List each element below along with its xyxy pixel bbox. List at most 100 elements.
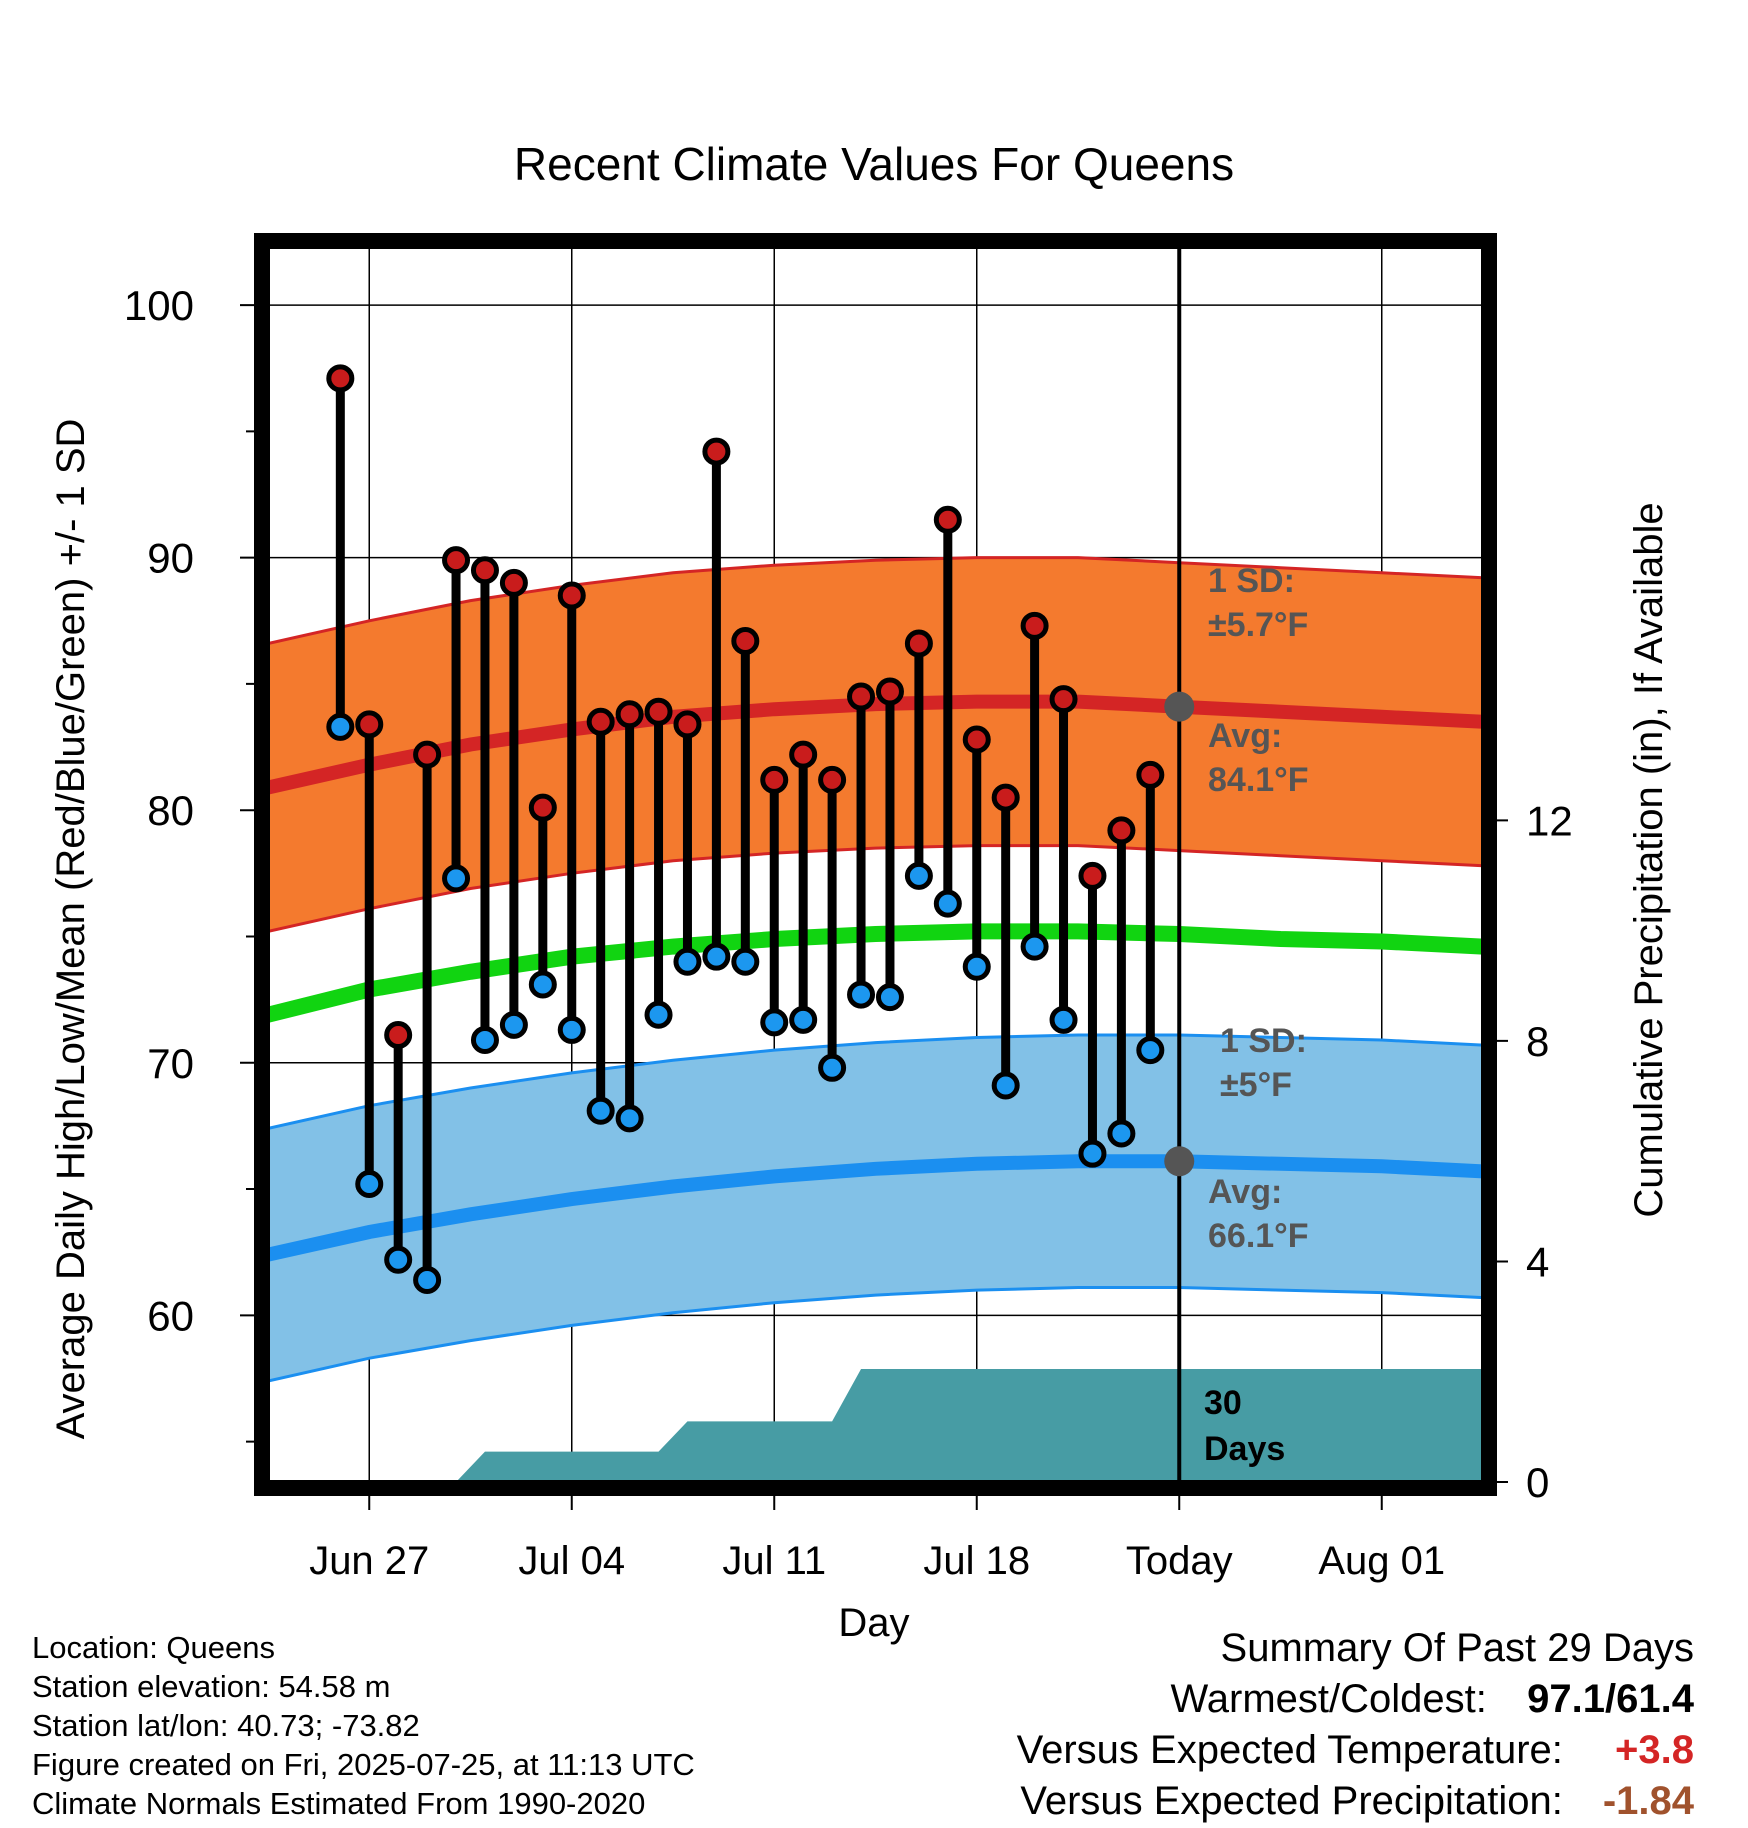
y2-tick-label: 4 (1526, 1238, 1549, 1285)
temp-value: +3.8 (1615, 1728, 1694, 1772)
daily-low-point (442, 864, 471, 893)
daily-high-point (355, 710, 384, 739)
station-info: Location: Queens Station elevation: 54.5… (32, 1628, 695, 1823)
y-tick-label: 60 (147, 1292, 194, 1339)
daily-low-point (1107, 1119, 1136, 1148)
daily-low-point (673, 947, 702, 976)
x-tick-label: Jul 04 (518, 1539, 625, 1583)
daily-high-point (991, 783, 1020, 812)
summary-warm-cold: Warmest/Coldest: 97.1/61.4 (1017, 1674, 1695, 1725)
daily-low-point (991, 1071, 1020, 1100)
daily-low-point (1078, 1139, 1107, 1168)
daily-low-point (499, 1010, 528, 1039)
y-tick-label: 70 (147, 1040, 194, 1087)
temp-label: Versus Expected Temperature: (1016, 1728, 1563, 1772)
info-elevation: Station elevation: 54.58 m (32, 1669, 391, 1704)
info-location: Location: Queens (32, 1630, 276, 1665)
precip-value: -1.84 (1602, 1779, 1694, 1823)
high-sd-lower-line (268, 844, 1483, 933)
precip-label: Versus Expected Precipitation: (1020, 1779, 1563, 1823)
daily-high-point (789, 740, 818, 769)
daily-high-point (470, 556, 499, 585)
daily-high-point (933, 505, 962, 534)
daily-low-point (384, 1245, 413, 1274)
daily-high-point (528, 793, 557, 822)
today-low-marker (1164, 1146, 1195, 1177)
daily-high-point (326, 364, 355, 393)
normal-low-line (268, 1154, 1483, 1262)
summary-heading: Summary Of Past 29 Days (1220, 1626, 1694, 1670)
y-tick-label: 80 (147, 787, 194, 834)
plot-frame (254, 233, 1497, 1496)
normal-mean-line (268, 923, 1483, 1023)
daily-high-point (1078, 861, 1107, 890)
daily-low-point (557, 1015, 586, 1044)
low-sd-lower-line (268, 1286, 1483, 1383)
summary-block: Summary Of Past 29 Days Warmest/Coldest:… (1017, 1623, 1694, 1827)
daily-low-point (413, 1265, 442, 1294)
y2-tick-label: 0 (1526, 1459, 1549, 1506)
normal-high-line (268, 694, 1483, 795)
x-tick-label: Aug 01 (1318, 1539, 1445, 1583)
high-avg-value: 84.1°F (1208, 761, 1309, 799)
daily-high-point (875, 677, 904, 706)
daily-low-point (470, 1026, 499, 1055)
daily-low-point (702, 942, 731, 971)
precip-days-label: Days (1204, 1430, 1285, 1468)
daily-high-point (586, 707, 615, 736)
daily-low-point (586, 1096, 615, 1125)
warm-cold-label: Warmest/Coldest: (1170, 1677, 1487, 1721)
plot-inner (268, 247, 1483, 1482)
x-tick-label: Jun 27 (309, 1539, 429, 1583)
high-sd-label: 1 SD: (1208, 562, 1295, 600)
daily-high-point (442, 546, 471, 575)
daily-high-point (904, 629, 933, 658)
warm-cold-value: 97.1/61.4 (1527, 1677, 1694, 1721)
low-sd-label: 1 SD: (1220, 1022, 1307, 1060)
plot-area: 1 SD: ±5.7°F Avg: 84.1°F 1 SD: ±5°F Avg: 66.1°F… (124, 233, 1573, 1583)
daily-low-point (962, 952, 991, 981)
summary-precip: Versus Expected Precipitation: -1.84 (1017, 1776, 1694, 1827)
precip-area (268, 1368, 1483, 1482)
daily-high-point (1136, 760, 1165, 789)
daily-high-point (962, 725, 991, 754)
daily-low-point (760, 1008, 789, 1037)
x-tick-label: Jul 11 (722, 1539, 826, 1583)
daily-low-point (818, 1053, 847, 1082)
low-avg-value: 66.1°F (1208, 1217, 1309, 1255)
low-sd-value: ±5°F (1220, 1066, 1292, 1104)
daily-high-point (818, 765, 847, 794)
daily-high-point (615, 700, 644, 729)
daily-low-point (615, 1104, 644, 1133)
summary-temp: Versus Expected Temperature: +3.8 (1017, 1725, 1694, 1776)
daily-high-point (1107, 816, 1136, 845)
high-avg-label: Avg: (1208, 717, 1282, 755)
daily-low-point (528, 970, 557, 999)
daily-high-point (644, 697, 673, 726)
daily-high-point (760, 765, 789, 794)
daily-low-point (731, 947, 760, 976)
info-normals: Climate Normals Estimated From 1990-2020 (32, 1786, 646, 1821)
daily-low-point (1049, 1005, 1078, 1034)
daily-high-point (499, 568, 528, 597)
y-tick-label: 100 (124, 282, 194, 329)
daily-high-point (384, 1020, 413, 1049)
y2-tick-label: 12 (1526, 797, 1573, 844)
precip-days-number: 30 (1204, 1384, 1242, 1422)
x-axis-label: Day (838, 1601, 909, 1645)
daily-low-point (875, 983, 904, 1012)
daily-high-point (847, 682, 876, 711)
daily-high-point (673, 710, 702, 739)
y2-axis-label: Cumulative Precipitation (in), If Availa… (1627, 502, 1671, 1217)
chart-title: Recent Climate Values For Queens (514, 138, 1234, 190)
daily-high-point (1020, 611, 1049, 640)
low-sd-upper-line (268, 1033, 1483, 1130)
low-avg-label: Avg: (1208, 1173, 1282, 1211)
y-axis-label: Average Daily High/Low/Mean (Red/Blue/Gr… (49, 419, 93, 1440)
x-tick-label: Jul 18 (923, 1539, 1030, 1583)
high-sd-upper-line (268, 556, 1483, 645)
daily-high-point (1049, 685, 1078, 714)
x-tick-label: Today (1126, 1539, 1233, 1583)
daily-low-point (1136, 1036, 1165, 1065)
info-latlon: Station lat/lon: 40.73; -73.82 (32, 1708, 420, 1743)
